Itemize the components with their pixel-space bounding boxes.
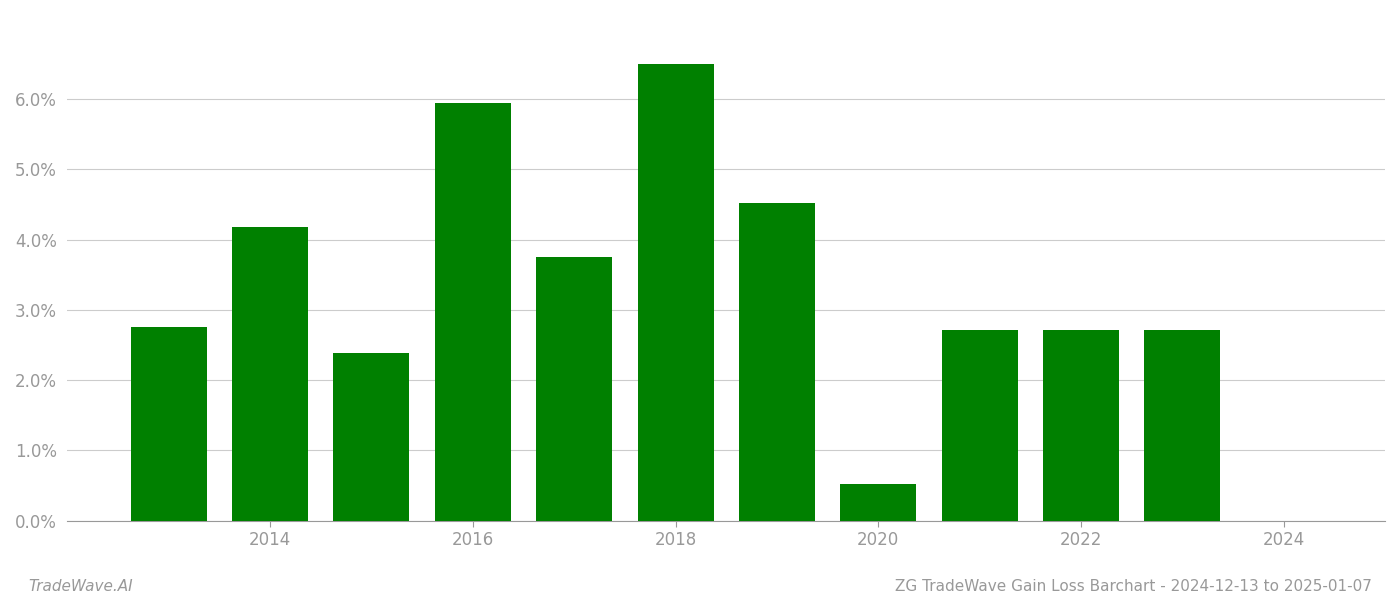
- Bar: [637, 64, 714, 521]
- Bar: [232, 227, 308, 521]
- Bar: [333, 353, 409, 521]
- Text: ZG TradeWave Gain Loss Barchart - 2024-12-13 to 2025-01-07: ZG TradeWave Gain Loss Barchart - 2024-1…: [895, 579, 1372, 594]
- Bar: [840, 484, 916, 521]
- Bar: [536, 257, 612, 521]
- Bar: [1043, 329, 1119, 521]
- Bar: [739, 203, 815, 521]
- Bar: [435, 103, 511, 521]
- Bar: [942, 329, 1018, 521]
- Text: TradeWave.AI: TradeWave.AI: [28, 579, 133, 594]
- Bar: [130, 328, 207, 521]
- Bar: [1144, 329, 1221, 521]
